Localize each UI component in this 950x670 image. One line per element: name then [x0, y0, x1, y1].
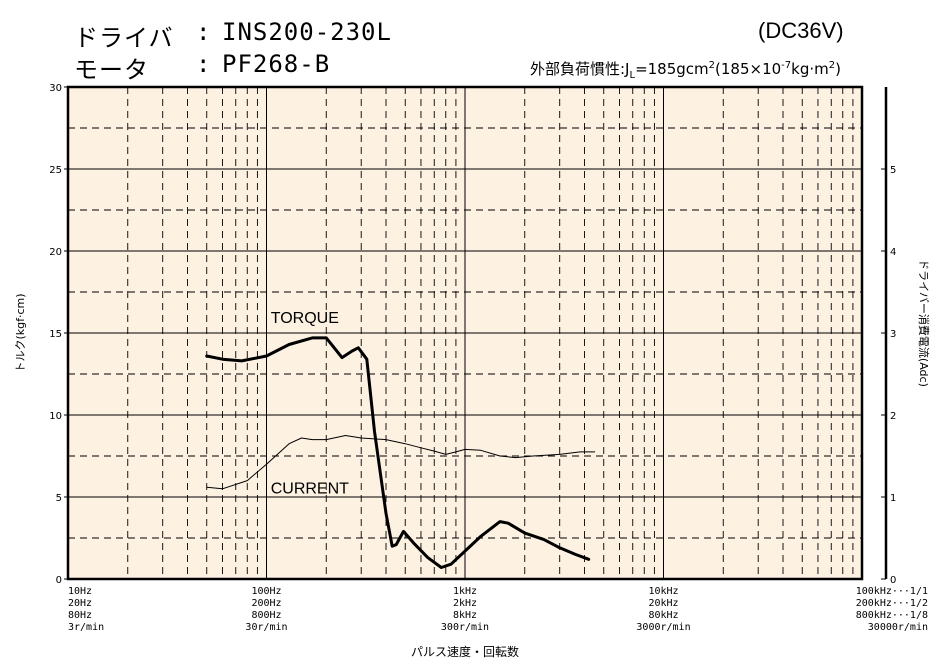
- x-axis-title: パルス速度・回転数: [411, 644, 519, 659]
- inertia-sup3: 2: [828, 60, 836, 71]
- motor-separator: :: [196, 50, 212, 78]
- y-axis-title: トルク(kgf·cm): [14, 293, 27, 372]
- motor-label: モータ: [74, 56, 149, 84]
- y-tick-label: 30: [49, 83, 62, 94]
- series: [205, 336, 596, 569]
- y2-tick-label: 5: [890, 165, 896, 176]
- annotation-label: TORQUE: [271, 310, 339, 327]
- series-current-line: [206, 435, 596, 490]
- y2-tick-label: 4: [890, 247, 896, 258]
- driver-label: ドライバ: [74, 24, 174, 52]
- x-tick-label-line: 800Hz: [251, 610, 281, 621]
- inertia-sup1: 2: [708, 60, 716, 71]
- inertia-mid: =185gcm: [635, 60, 709, 78]
- inertia-sup2: -7: [781, 60, 792, 71]
- x-tick-label-line: 100kHz···1/1: [856, 586, 928, 597]
- inertia-label: 外部負荷慣性:JL=185gcm2(185×10-7kg·m2): [530, 58, 841, 81]
- y2-tick-label: 3: [890, 329, 896, 340]
- x-tick-label-line: 20Hz: [68, 598, 92, 609]
- voltage-label: (DC36V): [758, 18, 844, 43]
- inertia-paren: (185×10: [715, 60, 782, 78]
- x-tick-label-line: 200Hz: [251, 598, 281, 609]
- series-torque-line: [205, 336, 591, 569]
- driver-separator: :: [196, 18, 212, 46]
- x-tick-label-line: 80kHz: [648, 610, 678, 621]
- x-tick-label-line: 8kHz: [453, 610, 477, 621]
- x-tick-label-line: 1kHz: [453, 586, 477, 597]
- x-tick-label-line: 3000r/min: [636, 622, 690, 633]
- y2-tick-label: 2: [890, 411, 896, 422]
- y-tick-label: 15: [49, 329, 62, 340]
- x-tick-label: 100kHz···1/1 200kHz···1/2 800kHz···1/8 3000…: [856, 586, 928, 633]
- x-tick-label: 100Hz 200Hz 800Hz 30r/min: [245, 586, 287, 633]
- y2-axis-title: ドライバー消費電流(Adc): [917, 259, 931, 387]
- x-tick-label-line: 800kHz···1/8: [856, 610, 928, 621]
- x-tick-label-line: 10Hz: [68, 586, 92, 597]
- x-tick-label: 10kHz 20kHz 80kHz 3000r/min: [636, 586, 690, 633]
- y-tick-label: 10: [49, 411, 62, 422]
- x-tick-label-line: 3r/min: [68, 622, 104, 633]
- y-tick-label: 0: [56, 575, 62, 586]
- x-tick-label-line: 100Hz: [251, 586, 281, 597]
- y-tick-label: 25: [49, 165, 62, 176]
- driver-model: INS200-230L: [222, 18, 392, 46]
- x-tick-label: 1kHz 2kHz 8kHz 300r/min: [441, 586, 489, 633]
- inertia-sub: L: [629, 70, 636, 81]
- x-tick-label-line: 80Hz: [68, 610, 92, 621]
- x-tick-label-line: 2kHz: [453, 598, 477, 609]
- x-tick-label-line: 20kHz: [648, 598, 678, 609]
- axis-ticks: [64, 86, 886, 580]
- x-tick-label-line: 30000r/min: [868, 622, 928, 633]
- x-tick-label-line: 30r/min: [245, 622, 287, 633]
- y-tick-label: 5: [56, 493, 62, 504]
- x-tick-label-line: 200kHz···1/2: [856, 598, 928, 609]
- annotation-label: CURRENT: [271, 481, 349, 498]
- grid: [68, 87, 862, 579]
- x-tick-label-line: 300r/min: [441, 622, 489, 633]
- motor-model: PF268-B: [222, 50, 331, 78]
- inertia-end: kg·m: [791, 60, 829, 78]
- x-tick-label: 10Hz 20Hz 80Hz 3r/min: [68, 586, 104, 633]
- y2-tick-label: 0: [890, 575, 896, 586]
- y2-tick-label: 1: [890, 493, 896, 504]
- x-tick-label-line: 10kHz: [648, 586, 678, 597]
- y-tick-label: 20: [49, 247, 62, 258]
- inertia-prefix: 外部負荷慣性:J: [530, 60, 630, 78]
- axis-labels: 0 5 10 15 20 25 30 0 1 2 3 4 5 10Hz 20Hz 80Hz 3r/min 100H…: [49, 83, 928, 633]
- inertia-close: ): [835, 60, 841, 78]
